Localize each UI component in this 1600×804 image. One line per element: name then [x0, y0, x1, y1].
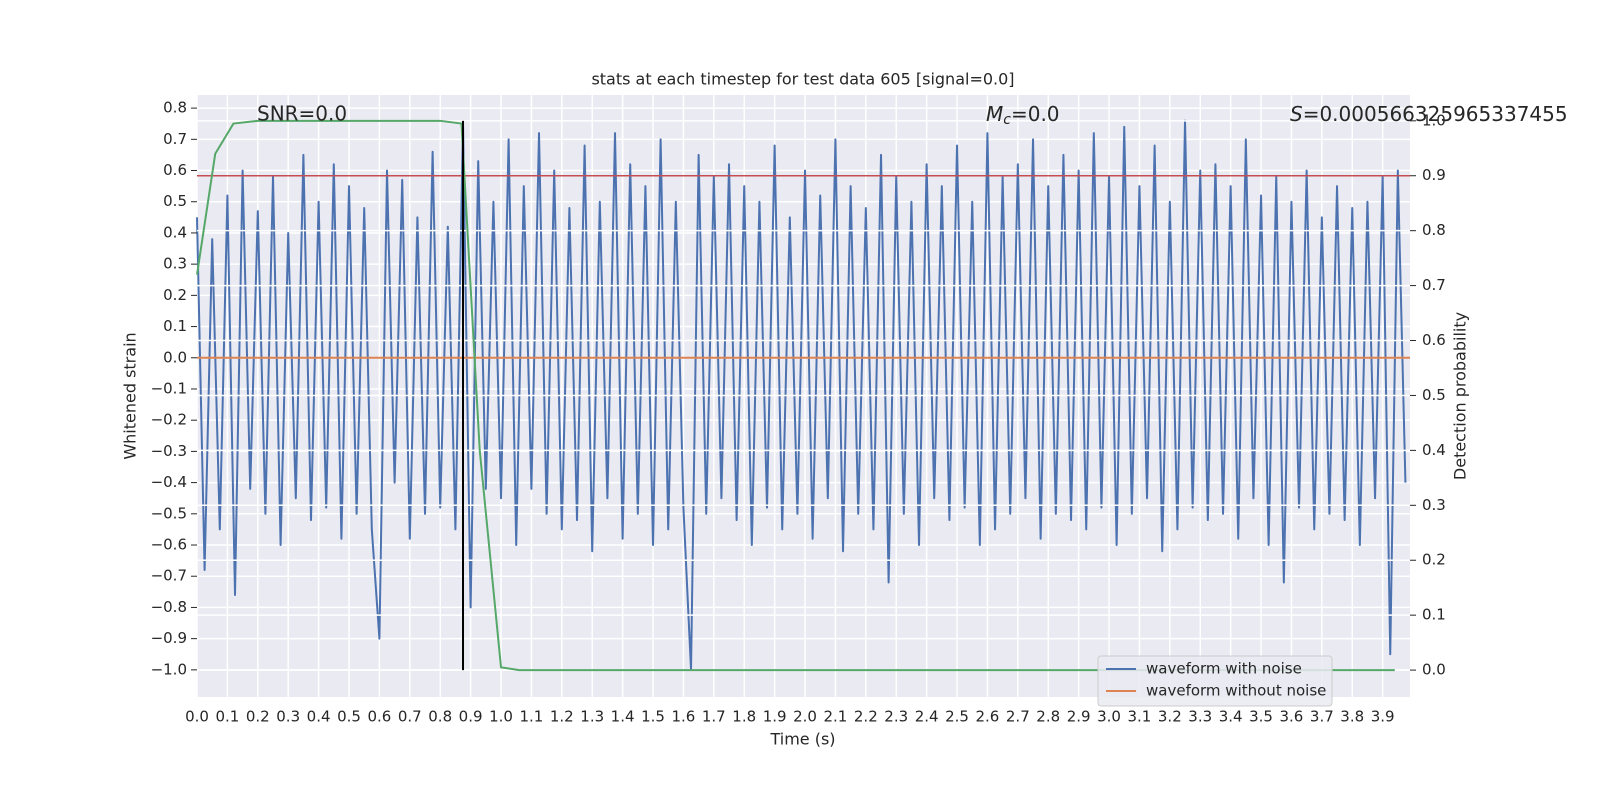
legend: waveform with noise waveform without nois…	[1097, 655, 1333, 707]
x-tick-label: 3.5	[1249, 708, 1273, 726]
y-tick-label: 0.2	[163, 286, 187, 304]
y-tick-label: 0.1	[163, 317, 187, 335]
x-tick-label: 3.7	[1310, 708, 1334, 726]
x-tick-label: 0.9	[459, 708, 483, 726]
y-tick-label: 0.6	[163, 161, 187, 179]
x-tick-label: 2.5	[945, 708, 969, 726]
x-tick-label: 3.1	[1128, 708, 1152, 726]
y2-axis-label: Detection probability	[1451, 312, 1470, 480]
y-tick-label: 0.4	[163, 223, 187, 241]
x-tick-label: 1.1	[519, 708, 543, 726]
x-tick-label: 3.4	[1219, 708, 1243, 726]
annotation-symbol: S	[1290, 102, 1303, 126]
y2-tick-label: 0.0	[1422, 661, 1446, 679]
x-tick-label: 1.7	[702, 708, 726, 726]
legend-box	[1097, 655, 1333, 707]
y-tick-label: −0.2	[151, 411, 187, 429]
x-tick-label: 2.1	[823, 708, 847, 726]
x-tick-label: 0.3	[276, 708, 300, 726]
x-tick-label: 0.8	[428, 708, 452, 726]
y-tick-label: −0.4	[151, 473, 187, 491]
annotation: Mc=0.0	[986, 102, 1060, 129]
marks	[196, 119, 1410, 672]
y2-tick-label: 0.3	[1422, 496, 1446, 514]
x-tick-label: 0.5	[337, 708, 361, 726]
y-tick-label: 0.7	[163, 130, 187, 148]
y-tick-label: −0.9	[151, 629, 187, 647]
y2-tick-label: 0.5	[1422, 386, 1446, 404]
x-tick-label: 1.8	[732, 708, 756, 726]
y-tick-label: −0.5	[151, 504, 187, 522]
y-tick-label: 0.8	[163, 99, 187, 117]
x-tick-label: 2.9	[1067, 708, 1091, 726]
annotation-text: =0.0	[1011, 102, 1060, 126]
x-tick-label: 3.0	[1097, 708, 1121, 726]
legend-label: waveform with noise	[1146, 660, 1302, 678]
y-tick-label: −0.8	[151, 598, 187, 616]
y-tick-label: −0.7	[151, 567, 187, 585]
annotation-text: =0.000566325965337455	[1303, 102, 1568, 126]
y-tick-label: −1.0	[151, 660, 187, 678]
x-tick-label: 2.0	[793, 708, 817, 726]
x-tick-label: 1.6	[671, 708, 695, 726]
x-tick-label: 0.6	[367, 708, 391, 726]
annotation-symbol: M	[986, 102, 1003, 126]
y2-tick-label: 0.9	[1422, 166, 1446, 184]
x-tick-label: 0.4	[307, 708, 331, 726]
x-tick-label: 3.2	[1158, 708, 1182, 726]
x-tick-label: 2.8	[1036, 708, 1060, 726]
annotation-subscript: c	[1003, 112, 1011, 128]
y-tick-label: 0.3	[163, 255, 187, 273]
annotation: S=0.000566325965337455	[1290, 102, 1568, 126]
x-tick-label: 0.1	[215, 708, 239, 726]
y2-tick-label: 0.2	[1422, 551, 1446, 569]
x-tick-label: 3.6	[1280, 708, 1304, 726]
x-tick-label: 1.3	[580, 708, 604, 726]
x-tick-label: 1.2	[550, 708, 574, 726]
x-tick-label: 0.2	[246, 708, 270, 726]
x-tick-label: 2.7	[1006, 708, 1030, 726]
x-tick-label: 1.5	[641, 708, 665, 726]
x-tick-label: 0.7	[398, 708, 422, 726]
x-tick-label: 1.4	[611, 708, 635, 726]
x-tick-label: 2.3	[884, 708, 908, 726]
chart-title: stats at each timestep for test data 605…	[591, 70, 1014, 89]
x-tick-label: 2.6	[975, 708, 999, 726]
y2-tick-label: 0.7	[1422, 276, 1446, 294]
series-line	[196, 119, 1395, 672]
x-axis-label: Time (s)	[769, 730, 835, 749]
y-tick-label: 0.0	[163, 348, 187, 366]
x-tick-label: 1.0	[489, 708, 513, 726]
x-tick-label: 2.2	[854, 708, 878, 726]
y-axis-label: Whitened strain	[121, 332, 140, 459]
y-tick-label: −0.6	[151, 536, 187, 554]
annotation: SNR=0.0	[257, 102, 347, 126]
y2-tick-label: 0.1	[1422, 606, 1446, 624]
x-tick-label: 3.9	[1371, 708, 1395, 726]
y-tick-label: 0.5	[163, 192, 187, 210]
y2-tick-label: 0.4	[1422, 441, 1446, 459]
y-tick-label: −0.1	[151, 379, 187, 397]
x-tick-label: 1.9	[763, 708, 787, 726]
y-tick-label: −0.3	[151, 442, 187, 460]
x-tick-label: 2.4	[915, 708, 939, 726]
legend-label: waveform without noise	[1146, 682, 1326, 700]
y2-tick-label: 0.6	[1422, 331, 1446, 349]
x-tick-label: 0.0	[185, 708, 209, 726]
series-line	[196, 119, 1407, 671]
x-tick-label: 3.3	[1188, 708, 1212, 726]
y2-tick-label: 1.0	[1422, 111, 1446, 129]
y2-tick-label: 0.8	[1422, 221, 1446, 239]
x-tick-label: 3.8	[1340, 708, 1364, 726]
